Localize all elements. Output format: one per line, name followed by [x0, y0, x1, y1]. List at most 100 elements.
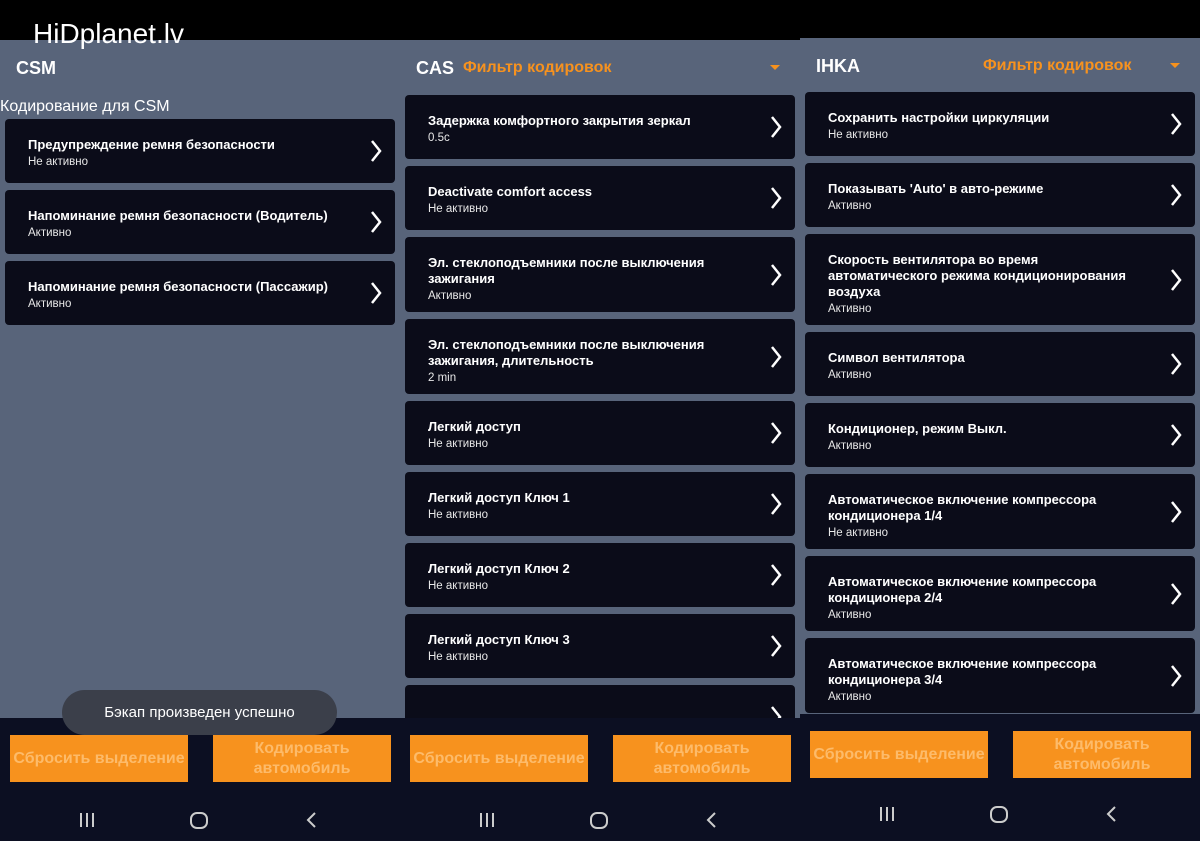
item-title: Эл. стеклоподъемники после выключения за… [428, 255, 705, 286]
coding-item[interactable]: Напоминание ремня безопасности (Водитель… [5, 190, 395, 254]
chevron-wrap [1169, 352, 1183, 381]
coding-item[interactable] [405, 685, 795, 718]
coding-item[interactable]: Сохранить настройки циркуляции Не активно [805, 92, 1195, 156]
item-status: Активно [828, 609, 872, 621]
dropdown-caret [770, 65, 780, 70]
chevron [371, 282, 382, 304]
item-status: 2 min [428, 372, 457, 384]
chevron-wrap [1169, 183, 1183, 212]
chevron-wrap [1169, 268, 1183, 297]
item-status: Не активно [428, 509, 488, 521]
chevron-wrap [369, 139, 383, 168]
item-status: Не активно [28, 156, 88, 168]
chevron [771, 493, 782, 515]
nav-icons [480, 812, 716, 829]
item-status: Активно [28, 298, 72, 310]
chevron [771, 345, 782, 368]
item-title: Автоматическое включение компрессора кон… [828, 574, 1097, 605]
filter-dropdown[interactable]: Фильтр кодировок [463, 59, 612, 76]
item-status: Активно [428, 290, 472, 302]
chevron-wrap [369, 281, 383, 310]
coding-item[interactable]: Задержка комфортного закрытия зеркал 0.5с [405, 95, 795, 159]
section-title: Кодирование для CSM [0, 98, 170, 115]
toast-message: Бэкап произведен успешно [62, 690, 337, 735]
coding-item[interactable]: Предупреждение ремня безопасности Не акти… [5, 119, 395, 183]
chevron [1171, 353, 1182, 375]
coding-item[interactable]: Легкий доступ Ключ 1 Не активно [405, 472, 795, 536]
action-button[interactable]: Кодировать автомобиль [613, 735, 791, 782]
coding-item[interactable]: Автоматическое включение компрессора кон… [805, 556, 1195, 631]
item-title: Символ вентилятора [828, 350, 965, 365]
module-title: IHKA [816, 56, 860, 76]
action-button[interactable]: Сбросить выделение [810, 731, 988, 778]
coding-item[interactable]: Напоминание ремня безопасности (Пассажир… [5, 261, 395, 325]
coding-item[interactable]: Скорость вентилятора во время автоматиче… [805, 234, 1195, 325]
chevron [771, 564, 782, 586]
bottom-bar: Сбросить выделение Кодировать автомобиль [0, 718, 400, 841]
filter-dropdown[interactable]: Фильтр кодировок [983, 57, 1132, 74]
coding-item[interactable]: Кондиционер, режим Выкл. Активно [805, 403, 1195, 467]
coding-item[interactable]: Легкий доступ Ключ 3 Не активно [405, 614, 795, 678]
coding-item[interactable]: Показывать 'Auto' в авто-режиме Активно [805, 163, 1195, 227]
item-title: Кондиционер, режим Выкл. [828, 421, 1007, 436]
chevron [771, 116, 782, 138]
coding-list: Предупреждение ремня безопасности Не акти… [5, 119, 395, 718]
coding-item[interactable]: Легкий доступ Не активно [405, 401, 795, 465]
item-status: Не активно [428, 203, 488, 215]
coding-list: Задержка комфортного закрытия зеркал 0.5с… [405, 95, 795, 718]
screen: CAS Фильтр кодировок Задержка комфортного … [400, 40, 800, 841]
module-title: CAS [416, 58, 455, 78]
chevron [1171, 268, 1182, 291]
bottom-bar: Сбросить выделение Кодировать автомобиль [400, 718, 800, 841]
chevron-wrap [1169, 664, 1183, 693]
chevron-wrap [769, 263, 783, 292]
coding-item[interactable]: Deactivate comfort access Не активно [405, 166, 795, 230]
item-status: 0.5с [428, 132, 450, 144]
item-title: Легкий доступ [428, 419, 521, 434]
item-status: Активно [828, 691, 872, 703]
chevron-wrap [769, 115, 783, 144]
chevron-wrap [769, 705, 783, 718]
coding-item[interactable]: Эл. стеклоподъемники после выключения за… [405, 237, 795, 312]
nav-icons [80, 812, 316, 829]
chevron [1171, 113, 1182, 135]
navigation-bar[interactable] [800, 804, 1200, 824]
item-title: Автоматическое включение компрессора кон… [828, 656, 1097, 687]
chevron-wrap [1169, 582, 1183, 611]
item-status: Не активно [428, 651, 488, 663]
chevron [771, 706, 782, 718]
coding-item[interactable]: Эл. стеклоподъемники после выключения за… [405, 319, 795, 394]
chevron [1171, 664, 1182, 687]
coding-item[interactable]: Автоматическое включение компрессора кон… [805, 474, 1195, 549]
coding-item[interactable]: Символ вентилятора Активно [805, 332, 1195, 396]
item-status: Активно [828, 200, 872, 212]
coding-item[interactable]: Легкий доступ Ключ 2 Не активно [405, 543, 795, 607]
chevron [771, 263, 782, 286]
action-button[interactable]: Кодировать автомобиль [1013, 731, 1191, 778]
navigation-bar[interactable] [400, 810, 800, 830]
screen: IHKA Фильтр кодировок Сохранить настройки … [800, 38, 1200, 841]
item-status: Активно [828, 303, 872, 315]
navigation-bar[interactable] [0, 810, 400, 830]
action-button[interactable]: Сбросить выделение [410, 735, 588, 782]
coding-item[interactable]: Автоматическое включение компрессора кон… [805, 638, 1195, 713]
action-button[interactable]: Сбросить выделение [10, 735, 188, 782]
chevron [371, 140, 382, 162]
chevron [1171, 184, 1182, 206]
item-title: Эл. стеклоподъемники после выключения за… [428, 337, 705, 368]
dropdown-caret [1170, 63, 1180, 68]
nav-icons [880, 806, 1116, 823]
chevron-wrap [769, 563, 783, 592]
item-title: Автоматическое включение компрессора кон… [828, 492, 1097, 523]
action-button[interactable]: Кодировать автомобиль [213, 735, 391, 782]
chevron-wrap [769, 186, 783, 215]
item-status: Не активно [428, 580, 488, 592]
chevron-wrap [1169, 112, 1183, 141]
chevron [1171, 582, 1182, 605]
screen: CSM Кодирование для CSM Предупреждение рем… [0, 40, 400, 841]
watermark: HiDplanet.lv [33, 18, 184, 49]
chevron-wrap [769, 345, 783, 374]
chevron-wrap [369, 210, 383, 239]
chevron-wrap [1169, 500, 1183, 529]
